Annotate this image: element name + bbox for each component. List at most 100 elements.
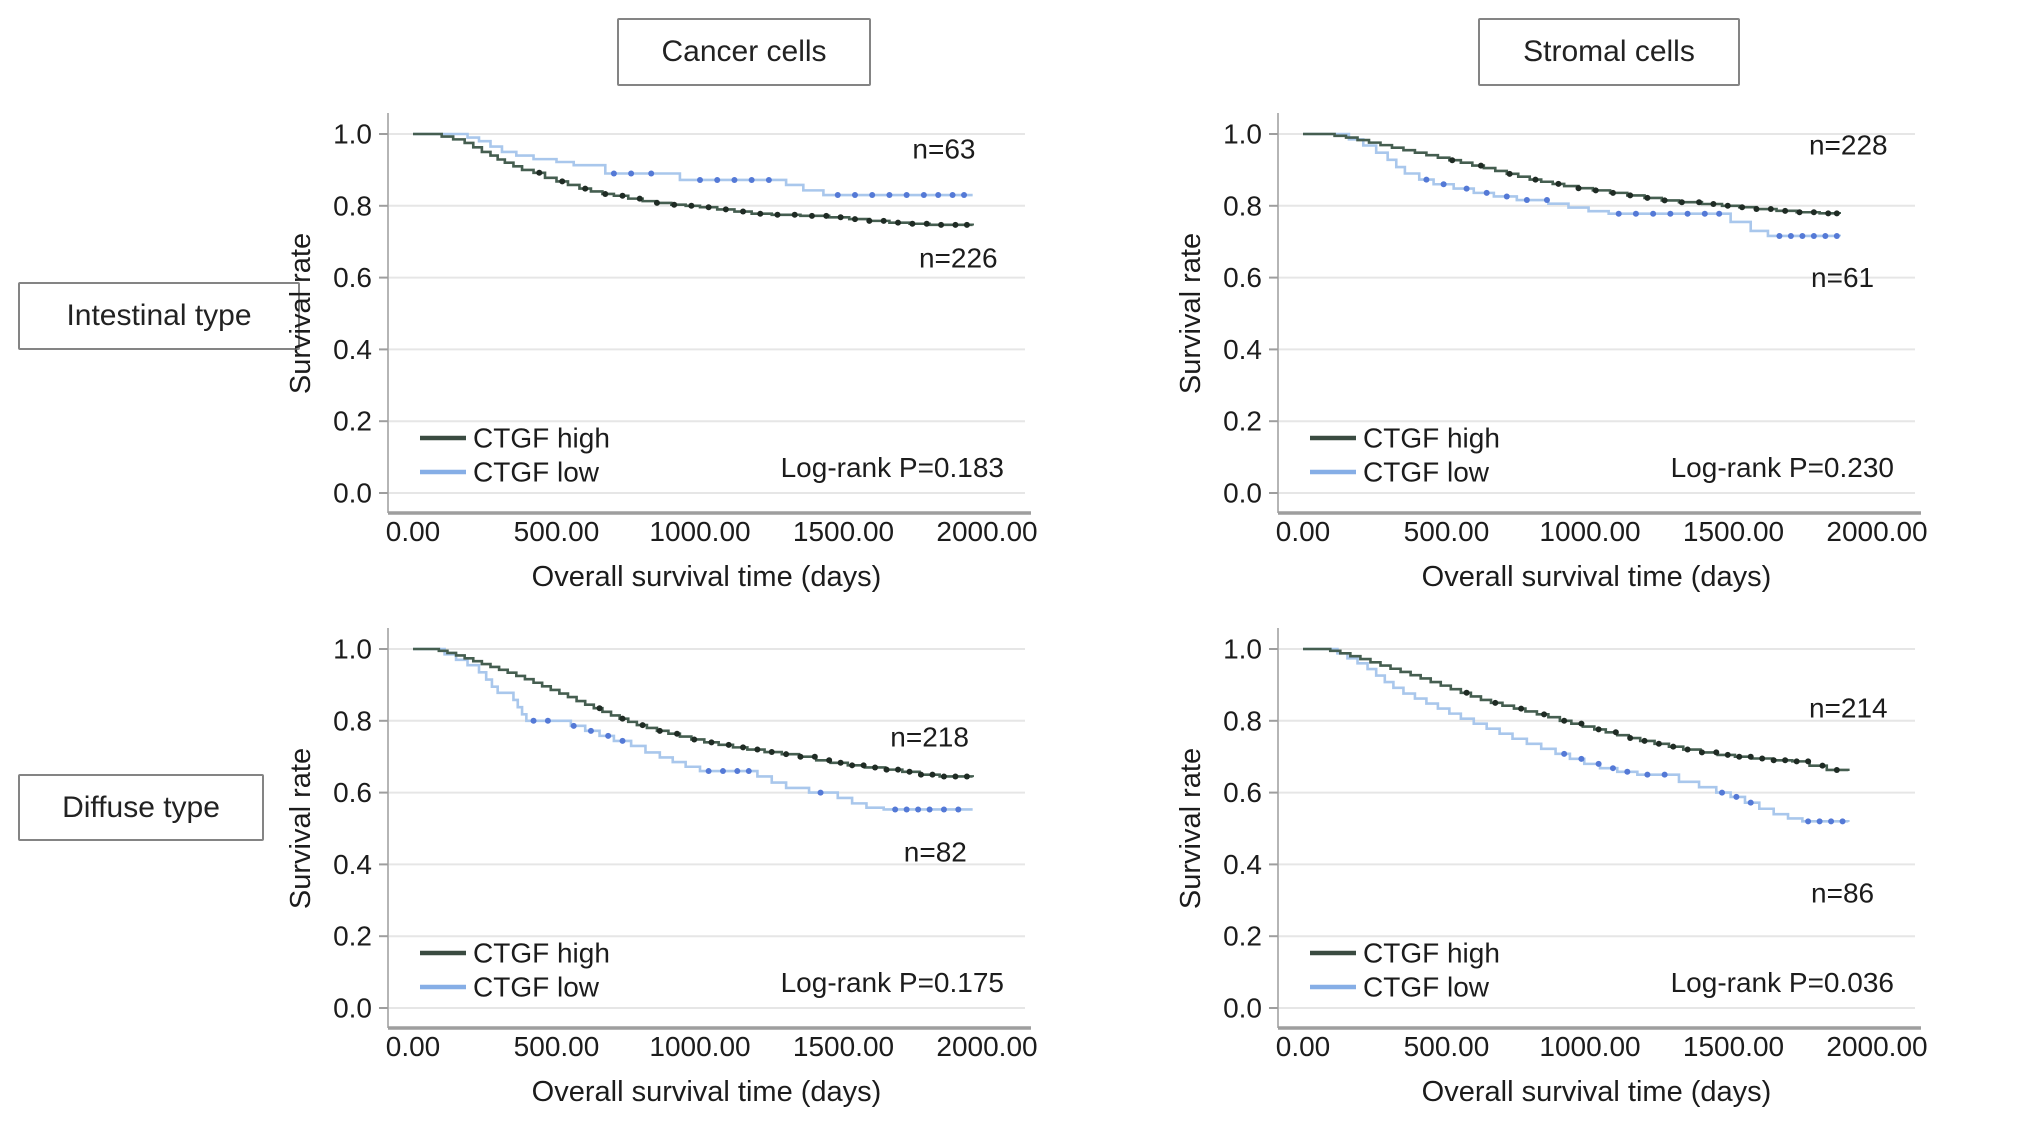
censor-mark-high [1793,758,1800,765]
censor-mark-high [1724,751,1731,758]
censor-mark-low [1816,818,1823,825]
km-plot-diffuse-stromal: 1.0 0.8 0.6 0.4 0.2 0.0 0.00 500.00 1000.00 1500.… [1175,628,1928,1108]
censor-mark-high [1518,705,1525,712]
censor-mark-high [963,773,970,780]
x-axis-title: Overall survival time (days) [1422,561,1772,593]
censor-mark-high [1463,689,1470,696]
censor-mark-high [849,762,856,769]
censor-mark-high [1770,757,1777,764]
censor-mark-high [1825,210,1832,217]
legend-label-high: CTGF high [473,423,610,454]
censor-mark-high [1805,758,1812,765]
y-tick-label: 0.6 [1223,777,1262,808]
censor-mark-low [1747,799,1754,806]
censor-mark-low [834,192,841,199]
censor-mark-low [1650,210,1657,217]
censor-mark-high [952,221,959,228]
censor-mark-high [938,221,945,228]
x-tick-label: 2000.00 [936,516,1037,547]
censor-mark-low [903,192,910,199]
censor-mark-high [619,192,626,199]
censor-mark-high [619,715,626,722]
y-axis-title: Survival rate [1175,233,1207,394]
censor-mark-low [719,768,726,775]
y-tick-label: 0.0 [1223,993,1262,1024]
censor-mark-high [559,178,566,185]
censor-mark-low [1615,210,1622,217]
x-tick-label: 0.00 [386,516,441,547]
y-axis-title: Survival rate [285,748,317,909]
censor-mark-high [883,766,890,773]
km-plot-diffuse-cancer: 1.0 0.8 0.6 0.4 0.2 0.0 0.00 500.00 1000.00 1500.… [285,628,1038,1108]
censor-mark-low [1543,197,1550,204]
censor-mark-low [714,176,721,183]
censor-mark-high [1810,209,1817,216]
n-label-high: n=218 [890,721,969,752]
censor-mark-low [817,789,824,796]
x-tick-label: 1000.00 [1539,516,1640,547]
censor-mark-high [1710,201,1717,208]
censor-mark-high [1661,197,1668,204]
censor-mark-low [886,192,893,199]
y-tick-label: 0.8 [1223,705,1262,736]
y-axis-title: Survival rate [285,233,317,394]
censor-mark-high [940,773,947,780]
censor-mark-low [1733,793,1740,800]
censor-mark-high [1575,185,1582,192]
censor-mark-low [935,192,942,199]
censor-mark-high [929,771,936,778]
censor-mark-high [636,195,643,202]
censor-mark-high [895,766,902,773]
censor-mark-low [851,192,858,199]
series-ctgf-low-curve [413,647,973,811]
censor-mark-low [961,192,968,199]
column-header-stromal-cells: Stromal cells [1478,18,1740,86]
censor-mark-high [674,730,681,737]
censor-mark-low [1684,210,1691,217]
censor-mark-high [1819,762,1826,769]
censor-mark-high [596,705,603,712]
censor-mark-high [895,219,902,226]
censor-mark-low [1483,189,1490,196]
legend-label-high: CTGF high [1363,938,1500,969]
censor-mark-high [783,751,790,758]
censor-mark-high [823,212,830,219]
y-tick-label: 0.4 [1223,334,1262,365]
censor-mark-high [826,757,833,764]
km-panel-intestinal-cancer: 1.0 0.8 0.6 0.4 0.2 0.0 0.00 500.00 1000.00 1500.… [280,85,1040,625]
censor-mark-low [628,170,635,177]
censor-mark-low [892,806,899,813]
censor-mark-low [1423,176,1430,183]
legend-label-low: CTGF low [1363,457,1490,488]
x-tick-label: 1500.00 [1683,516,1784,547]
censor-mark-high [1678,199,1685,206]
censor-mark-low [1595,760,1602,767]
censor-mark-low [1805,818,1812,825]
censor-mark-low [1624,768,1631,775]
censor-mark-high [757,210,764,217]
censor-mark-low [1716,210,1723,217]
censor-mark-high [1767,206,1774,213]
censor-mark-low [731,176,738,183]
y-tick-label: 0.2 [1223,921,1262,952]
censor-mark-low [544,717,551,724]
censor-mark-low [648,170,655,177]
y-tick-label: 0.4 [333,849,372,880]
censor-mark-low [926,806,933,813]
censor-mark-high [1595,726,1602,733]
censor-mark-high [754,746,761,753]
series-ctgf-high-curve [1303,132,1841,215]
n-label-low: n=82 [904,836,967,867]
censor-mark-high [1698,749,1705,756]
legend-label-low: CTGF low [1363,972,1490,1003]
censor-mark-high [774,211,781,218]
censor-mark-low [619,737,626,744]
censor-mark-high [602,190,609,197]
censor-mark-high [1782,757,1789,764]
censor-mark-high [1753,206,1760,213]
x-tick-label: 1500.00 [793,516,894,547]
km-panel-diffuse-stromal: 1.0 0.8 0.6 0.4 0.2 0.0 0.00 500.00 1000.00 1500.… [1170,600,2032,1129]
column-header-cancer-cells: Cancer cells [617,18,871,86]
x-tick-label: 500.00 [514,1031,600,1062]
